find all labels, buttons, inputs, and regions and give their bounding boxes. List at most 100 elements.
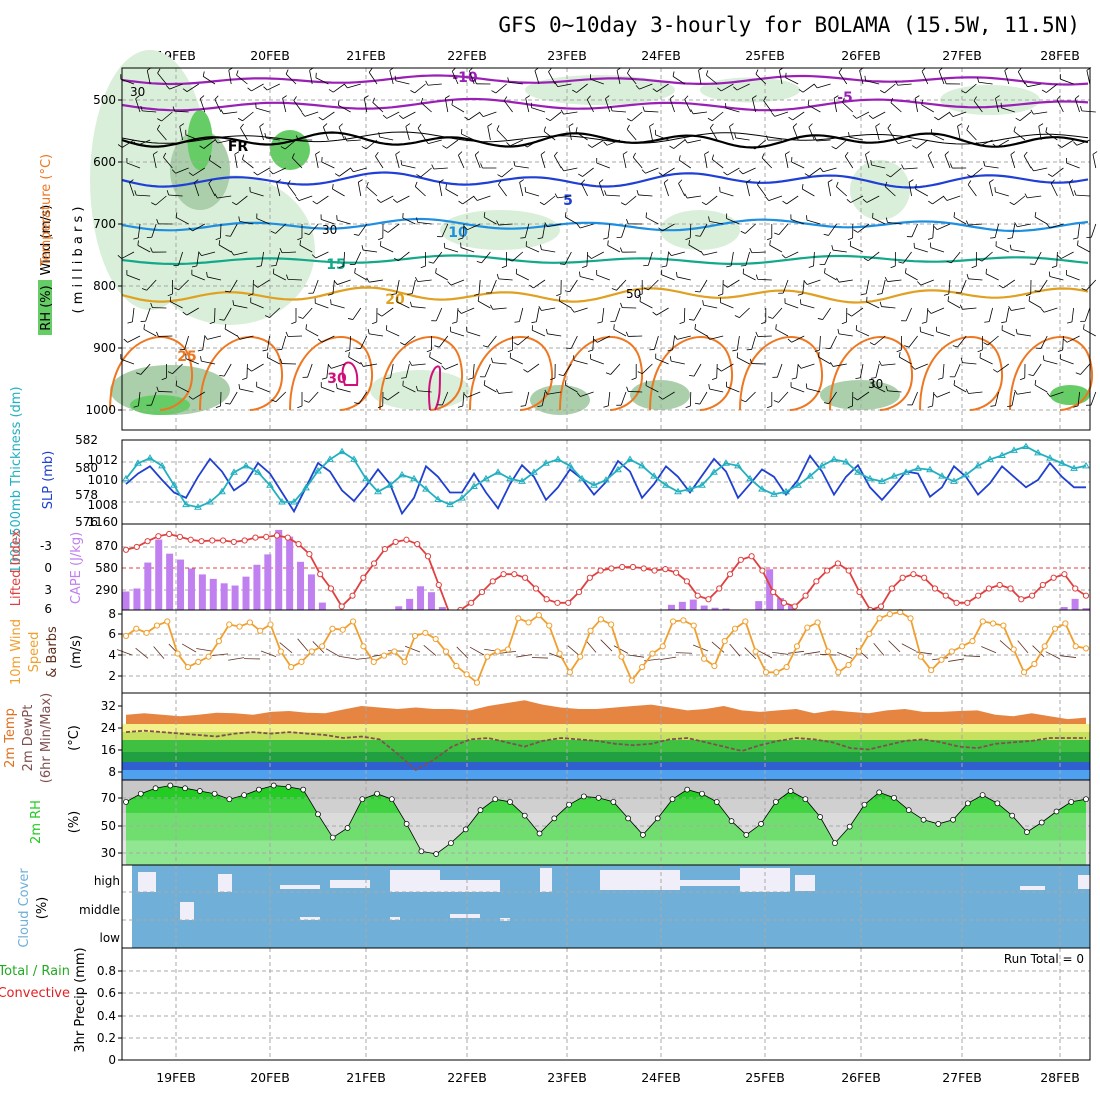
wind-barb [745,391,756,403]
wind-barb [525,191,540,197]
lifted-index-point [338,603,345,610]
wind-barb [1077,245,1090,253]
date-label-bottom: 20FEB [250,1070,290,1085]
wind-barb-flag [688,239,691,246]
date-label-bottom: 25FEB [745,1070,785,1085]
wind-barb [937,223,951,231]
wind-tick: 2 [108,669,116,683]
wind-barb [875,363,880,378]
wind-barb [395,154,400,169]
surface-wind-barb [1060,655,1077,658]
wind-barb [158,391,173,393]
wind-barb [265,137,280,141]
wind-barb-flag [344,349,350,352]
wind-barb [1005,307,1010,322]
wind-barb [751,251,766,254]
wind-barb-flag [525,95,531,99]
rh-shade [370,370,470,410]
wind-barb [874,335,886,346]
wind-barb [155,195,167,206]
wind-barb [727,167,740,176]
wind-barb-flag [622,151,628,155]
wind-barb [510,357,523,365]
rh-point [566,801,572,808]
wind-barb [363,363,378,367]
wind-barb [414,83,426,94]
wind-barb-flag [799,299,802,305]
wind-barb [321,335,335,343]
wind-speed-point [659,643,666,650]
wind-barb-flag [366,181,369,187]
wind-barb-flag [513,161,516,167]
wind-barb-flag [496,220,500,226]
wind-barb [932,391,935,406]
thickness-point [290,498,298,505]
wind-barb [170,301,183,309]
wind-speed-point [639,663,646,671]
rh-point [846,823,853,830]
thickness-tick: 576 [75,515,98,529]
wind-speed-point [288,663,295,671]
surface-wind-barb [181,643,197,653]
thickness-tick: 582 [75,433,98,447]
lifted-index-point [964,599,971,606]
wind-barb-flag [1077,240,1079,246]
wind-barb [655,358,669,365]
panel-frame [121,947,1091,1061]
wind-barb [574,307,588,313]
surface-wind-barb [297,638,309,652]
wind-barb-flag [253,171,258,176]
wind-barb-flag [749,247,753,253]
wind-barb [126,162,141,169]
wind-barb [287,335,303,337]
wind-barb-flag [291,153,295,159]
wind-barb [276,182,281,197]
wind-barb [242,159,254,169]
rh-point [344,825,351,831]
wind-barb [354,251,362,265]
wind-barb [737,357,750,365]
wind-barb-flag [474,293,480,296]
wind-speed-point [1062,620,1069,627]
wind-barb-flag [507,77,510,83]
lifted-index-point [284,534,291,541]
wind-barb-flag [782,200,787,205]
wind-barb [989,182,993,197]
wind-barb [1038,126,1042,141]
wind-barb [229,279,238,293]
cloud-clear-patch [795,875,815,891]
wind-barb-flag [844,151,849,157]
isotherm-25 [199,336,283,411]
wind-barb [866,195,880,203]
wind-barb [776,363,783,378]
wind-barb-flag [914,95,920,99]
wind-barb [757,278,772,281]
thickness-point [710,468,718,475]
wind-barb [790,218,805,225]
wind-speed-point [855,648,863,655]
wind-barb [621,223,627,238]
rh-shade [630,380,690,410]
wind-barb-flag [479,112,484,117]
wind-barb [192,223,205,232]
wind-speed-line [125,611,1087,685]
wind-barb [186,307,200,316]
wind-barb [120,358,135,365]
wind-barb-flag [220,109,224,115]
wind-barb [995,245,1009,253]
wind-barb-flag [853,396,858,401]
wind-barb-flag [685,237,691,240]
wind-barb-flag [400,342,405,346]
wind-barb-flag [224,323,227,330]
wind-barb-flag [966,125,970,131]
cloud-clear-patch [450,914,480,918]
wind-barb-flag [330,299,332,305]
cape-tick: 290 [95,583,118,597]
lifted-index-point [662,566,669,573]
wind-barb-flag [425,80,429,86]
wind-barb [703,251,718,256]
rh-point [610,799,617,805]
wind-barb-flag [637,293,643,297]
wind-barb-flag [729,123,734,127]
wind-speed-point [1072,643,1079,650]
